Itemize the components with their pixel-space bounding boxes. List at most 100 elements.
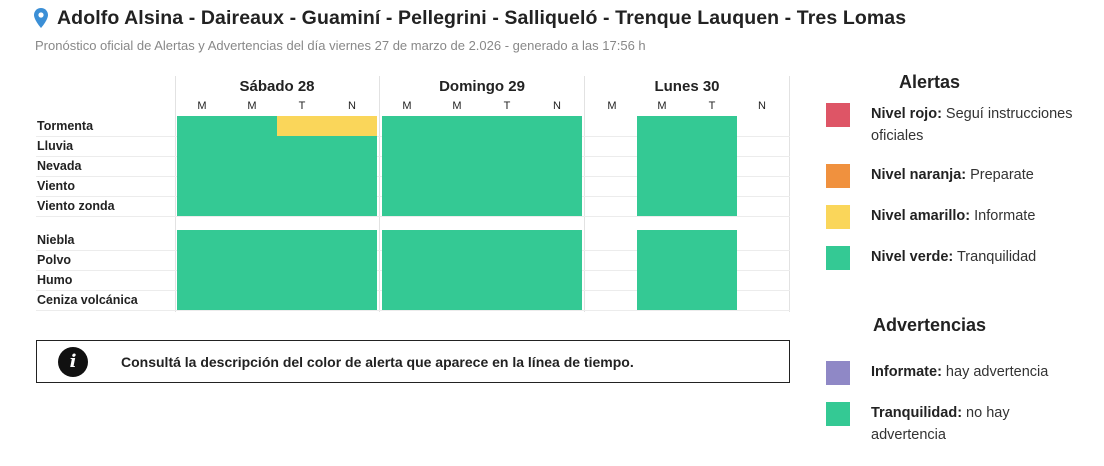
alert-cell[interactable] <box>637 136 687 156</box>
alert-cell[interactable] <box>177 176 227 196</box>
alert-cell[interactable] <box>227 196 277 216</box>
alert-cell[interactable] <box>277 196 327 216</box>
alert-cell[interactable] <box>687 196 737 216</box>
alert-cell[interactable] <box>227 116 277 136</box>
alert-cell[interactable] <box>227 270 277 290</box>
alert-cell[interactable] <box>637 250 687 270</box>
alert-cell[interactable] <box>277 136 327 156</box>
alert-cell[interactable] <box>687 290 737 310</box>
alert-cell[interactable] <box>482 270 532 290</box>
alert-cell[interactable] <box>482 250 532 270</box>
alert-cell[interactable] <box>637 176 687 196</box>
alert-cell[interactable] <box>687 136 737 156</box>
alert-cell[interactable] <box>327 116 377 136</box>
alert-cell[interactable] <box>637 290 687 310</box>
alert-cell[interactable] <box>327 136 377 156</box>
alert-cell[interactable] <box>482 116 532 136</box>
alert-cell[interactable] <box>432 176 482 196</box>
alert-cell[interactable] <box>277 290 327 310</box>
alert-cell[interactable] <box>482 156 532 176</box>
alert-cell[interactable] <box>532 156 582 176</box>
alert-cell[interactable] <box>177 290 227 310</box>
alert-cell[interactable] <box>482 196 532 216</box>
alert-cell[interactable] <box>382 196 432 216</box>
alert-cell[interactable] <box>227 250 277 270</box>
alert-cell[interactable] <box>382 290 432 310</box>
alert-cell[interactable] <box>277 230 327 250</box>
alert-cell[interactable] <box>432 136 482 156</box>
alert-cell[interactable] <box>532 230 582 250</box>
alert-cell[interactable] <box>482 136 532 156</box>
period-label: T <box>503 100 511 112</box>
alert-cell[interactable] <box>177 156 227 176</box>
alert-cell[interactable] <box>637 116 687 136</box>
alert-cell[interactable] <box>227 230 277 250</box>
alert-cell[interactable] <box>532 136 582 156</box>
alert-cell[interactable] <box>327 250 377 270</box>
alert-cell[interactable] <box>532 250 582 270</box>
alert-cell[interactable] <box>277 176 327 196</box>
alert-cell[interactable] <box>382 176 432 196</box>
alert-cell[interactable] <box>687 270 737 290</box>
alert-cell[interactable] <box>327 156 377 176</box>
alert-cell[interactable] <box>177 196 227 216</box>
alert-cell[interactable] <box>432 116 482 136</box>
alert-cell[interactable] <box>482 230 532 250</box>
alert-cell[interactable] <box>177 116 227 136</box>
alert-cell[interactable] <box>227 176 277 196</box>
alert-cell[interactable] <box>277 270 327 290</box>
alert-cell[interactable] <box>382 116 432 136</box>
alert-cell[interactable] <box>277 250 327 270</box>
alert-cell[interactable] <box>687 156 737 176</box>
alert-cell[interactable] <box>432 290 482 310</box>
alert-cell[interactable] <box>637 156 687 176</box>
alert-cell[interactable] <box>482 176 532 196</box>
alert-cell[interactable] <box>432 196 482 216</box>
alert-cell[interactable] <box>177 270 227 290</box>
alert-cell[interactable] <box>687 230 737 250</box>
alert-cell[interactable] <box>177 136 227 156</box>
alert-cell[interactable] <box>532 196 582 216</box>
alert-cell[interactable] <box>327 230 377 250</box>
legend-swatch <box>826 103 850 127</box>
alert-cell[interactable] <box>382 270 432 290</box>
alert-cell[interactable] <box>327 176 377 196</box>
alert-cell[interactable] <box>532 176 582 196</box>
alert-cell[interactable] <box>532 270 582 290</box>
info-box: i Consultá la descripción del color de a… <box>36 340 790 383</box>
alert-cell[interactable] <box>432 156 482 176</box>
alert-cell[interactable] <box>382 156 432 176</box>
alert-cell[interactable] <box>277 156 327 176</box>
alert-cell[interactable] <box>327 270 377 290</box>
alert-cell[interactable] <box>532 116 582 136</box>
alert-cell[interactable] <box>637 196 687 216</box>
alert-cell[interactable] <box>432 270 482 290</box>
alert-cell[interactable] <box>687 250 737 270</box>
alert-cell[interactable] <box>637 270 687 290</box>
alert-cell[interactable] <box>687 176 737 196</box>
hazard-label: Ceniza volcánica <box>37 293 138 307</box>
alert-cell[interactable] <box>687 116 737 136</box>
alert-cell[interactable] <box>227 290 277 310</box>
alert-cell[interactable] <box>637 230 687 250</box>
alert-cell[interactable] <box>177 230 227 250</box>
alert-cell[interactable] <box>432 230 482 250</box>
legend-item: Tranquilidad: no hay advertencia <box>826 402 1086 446</box>
alert-cell[interactable] <box>227 156 277 176</box>
alert-cell[interactable] <box>432 250 482 270</box>
alert-cell[interactable] <box>177 250 227 270</box>
legend-level-name: Nivel rojo: <box>871 106 942 122</box>
legend-level-name: Nivel naranja: <box>871 167 967 183</box>
alert-cell[interactable] <box>327 196 377 216</box>
alert-cell[interactable] <box>532 290 582 310</box>
hazard-label: Tormenta <box>37 119 94 133</box>
period-label: M <box>657 100 667 112</box>
alert-cell[interactable] <box>327 290 377 310</box>
alert-cell[interactable] <box>382 136 432 156</box>
alert-cell[interactable] <box>382 250 432 270</box>
alert-cell[interactable] <box>382 230 432 250</box>
legend-swatch <box>826 205 850 229</box>
alert-cell[interactable] <box>482 290 532 310</box>
alert-cell[interactable] <box>277 116 327 136</box>
alert-cell[interactable] <box>227 136 277 156</box>
